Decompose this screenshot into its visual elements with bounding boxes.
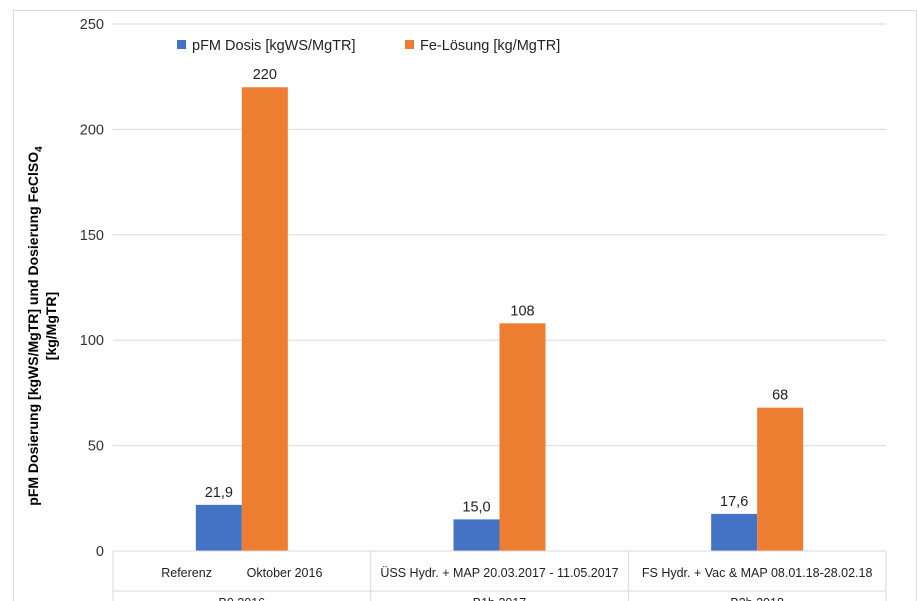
category-label-1: ÜSS Hydr. + MAP 20.03.2017 - 11.05.2017 <box>380 566 618 580</box>
bars <box>195 87 804 552</box>
legend-swatch-fe-loesung <box>405 40 414 49</box>
y-axis-tick-labels: 0 50 100 150 200 250 <box>80 17 104 560</box>
data-label-series0-cat1: 15,0 <box>462 499 490 515</box>
group-label-0: B0 2016 <box>219 596 266 601</box>
y-tick-label-200: 200 <box>80 122 104 138</box>
bar-series0-cat0 <box>195 504 242 551</box>
y-axis-title-second-line: [kg/MgTR] <box>43 292 59 360</box>
bar-series0-cat1 <box>453 519 500 551</box>
data-label-series0-cat0: 21,9 <box>205 485 233 501</box>
group-label-1: B1b 2017 <box>473 596 527 601</box>
y-tick-label-250: 250 <box>80 17 104 33</box>
group-label-2: B2b 2018 <box>730 596 784 601</box>
y-tick-label-100: 100 <box>80 333 104 349</box>
category-label-0: Referenz Oktober 2016 <box>161 566 322 580</box>
legend: pFM Dosis [kgWS/MgTR] Fe-Lösung [kg/MgTR… <box>177 38 560 54</box>
data-label-series1-cat1: 108 <box>510 303 534 319</box>
category-axis: Referenz Oktober 2016 B0 2016 ÜSS Hydr. + … <box>112 550 887 601</box>
legend-label-pfm-dosis: pFM Dosis [kgWS/MgTR] <box>192 38 356 54</box>
data-labels: 21,9 220 15,0 108 17,6 68 <box>205 67 789 515</box>
y-axis-title: pFM Dosierung [kgWS/MgTR] und Dosierung … <box>25 146 45 506</box>
category-label-2: FS Hydr. + Vac & MAP 08.01.18-28.02.18 <box>642 566 873 580</box>
bar-series0-cat2 <box>711 513 758 551</box>
y-tick-label-150: 150 <box>80 228 104 244</box>
y-axis-title-subscript: 4 <box>34 146 45 152</box>
legend-swatch-pfm-dosis <box>177 40 186 49</box>
data-label-series0-cat2: 17,6 <box>720 494 748 510</box>
data-label-series1-cat2: 68 <box>772 388 788 404</box>
data-label-series1-cat0: 220 <box>253 67 277 83</box>
y-axis-title-main: pFM Dosierung [kgWS/MgTR] und Dosierung … <box>25 152 41 506</box>
y-tick-label-50: 50 <box>88 439 104 455</box>
y-tick-label-0: 0 <box>96 544 104 560</box>
bar-series1-cat0 <box>241 87 288 552</box>
legend-label-fe-loesung: Fe-Lösung [kg/MgTR] <box>420 38 560 54</box>
bar-series1-cat1 <box>499 323 546 551</box>
bar-series1-cat2 <box>757 407 804 551</box>
